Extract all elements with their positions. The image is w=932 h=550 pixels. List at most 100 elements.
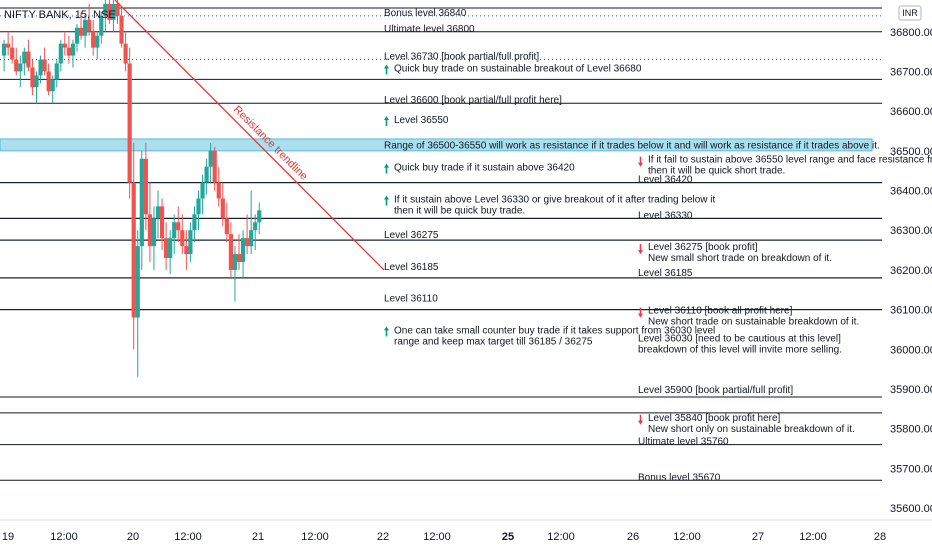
x-tick-label: 28 (874, 531, 886, 543)
candle-body (18, 63, 23, 72)
right-annotation-text: Ultimate level 35760 (638, 437, 729, 448)
candle-body (26, 51, 31, 68)
candle-body (143, 158, 148, 215)
candle-body (224, 218, 229, 235)
left-annotation-text: Quick buy trade on sustainable breakout … (394, 63, 642, 74)
arrow-up-icon (384, 163, 390, 174)
x-tick-label: 12:00 (423, 531, 451, 543)
candle-body (164, 238, 169, 259)
candle-body (78, 27, 84, 36)
x-tick-label: 19 (2, 531, 14, 543)
right-annotation-text: breakdown of this level will invite more… (638, 344, 842, 355)
candle-body (147, 214, 152, 247)
y-tick-label: 35600.00 (890, 503, 932, 515)
candle-body (70, 43, 76, 56)
y-tick-label: 36400.00 (890, 186, 932, 198)
x-tick-label: 20 (127, 531, 139, 543)
candle-body (245, 238, 250, 247)
arrow-down-icon (638, 307, 643, 318)
arrow-down-icon (638, 414, 643, 425)
x-tick-label: 12:00 (174, 531, 202, 543)
left-annotation-text: Level 36730 [book partial/full profit] (384, 52, 539, 63)
right-annotation-text: Level 35840 [book profit here] (648, 413, 781, 424)
candle-body (200, 182, 205, 199)
left-annotation-text: Level 36550 (394, 115, 449, 126)
candle-body (168, 238, 173, 259)
right-annotation-text: Level 35900 [book partial/full profit] (638, 385, 793, 396)
y-tick-label: 36800.00 (890, 27, 932, 39)
candle-body (253, 222, 258, 231)
x-tick-label: 12:00 (547, 531, 575, 543)
currency-badge[interactable] (898, 5, 922, 21)
candle-body (127, 63, 132, 183)
arrow-down-icon (638, 156, 643, 167)
right-annotation-text: New short only on sustainable breakdown … (648, 424, 855, 435)
candle-body (257, 210, 262, 223)
x-tick-label: 12:00 (301, 531, 329, 543)
candle-body (58, 43, 63, 64)
candle-body (30, 67, 35, 88)
candle-body (135, 246, 140, 318)
x-tick-label: 27 (752, 531, 764, 543)
candle-body (87, 19, 92, 32)
x-tick-label: 22 (377, 531, 389, 543)
right-annotation-text: Bonus level 35670 (638, 472, 721, 483)
annotations: Bonus level 36840 Ultimate level 36800 Lev… (384, 8, 932, 483)
candle-body (159, 206, 165, 239)
x-tick-label: 12:00 (799, 531, 827, 543)
candle-body (111, 3, 116, 20)
candle-body (196, 198, 201, 215)
y-tick-label: 36100.00 (890, 305, 932, 317)
left-annotation-text: range and keep max target till 36185 / 3… (394, 336, 593, 347)
candle-body (66, 47, 71, 56)
y-tick-label: 35800.00 (890, 424, 932, 436)
y-tick-label: 36700.00 (890, 66, 932, 78)
left-annotation-text: One can take small counter buy trade if … (394, 325, 715, 336)
right-annotation-text: New short trade on sustainable breakdown… (648, 317, 859, 328)
candle-body (188, 230, 193, 255)
candle-body (83, 19, 88, 36)
candle-body (212, 150, 217, 183)
left-annotation-text: If it sustain above Level 36330 or give … (394, 194, 716, 205)
candle-body (249, 230, 254, 247)
y-tick-label: 36300.00 (890, 225, 932, 237)
right-annotation-text: Level 36330 (638, 210, 693, 221)
y-tick-label: 35900.00 (890, 384, 932, 396)
candle-body (208, 150, 213, 167)
candle-body (155, 206, 161, 219)
candle-body (10, 47, 15, 60)
candle-body (123, 43, 128, 64)
arrow-up-icon (384, 64, 390, 75)
candle-body (34, 75, 39, 88)
right-annotation-text: Level 36420 (638, 175, 693, 186)
left-annotation-text: Bonus level 36840 (384, 8, 467, 19)
trendline-line (114, 0, 385, 271)
candle-body (180, 230, 185, 247)
candle-body (50, 79, 55, 92)
arrow-down-icon (638, 244, 643, 255)
x-tick-label: 21 (252, 531, 264, 543)
candle-body (6, 43, 11, 48)
x-tick-label: 25 (502, 531, 514, 543)
x-tick-label: 26 (627, 531, 639, 543)
candle-body (216, 182, 221, 199)
candle-body (99, 15, 104, 36)
candle-body (119, 15, 124, 44)
candle-body (232, 254, 238, 270)
candle-body (131, 182, 136, 318)
band-rect (0, 138, 873, 152)
candle-body (184, 246, 189, 255)
candle-body (176, 222, 181, 231)
x-tick-label: 12:00 (673, 531, 701, 543)
left-annotation-text: Level 36185 (384, 262, 439, 273)
arrow-up-icon (384, 116, 390, 127)
right-annotation-text: Level 36110 [book all profit here] (648, 306, 793, 317)
left-annotation-text: Level 36110 (384, 294, 438, 305)
x-axis: 19 12:00 20 12:00 21 12:00 22 12:00 25 12:00 26 12:… (2, 531, 886, 543)
candle-body (62, 43, 67, 48)
candle-body (54, 63, 59, 80)
right-annotation-text: If it fail to sustain above 36550 level … (648, 155, 932, 166)
candle-body (46, 71, 51, 92)
